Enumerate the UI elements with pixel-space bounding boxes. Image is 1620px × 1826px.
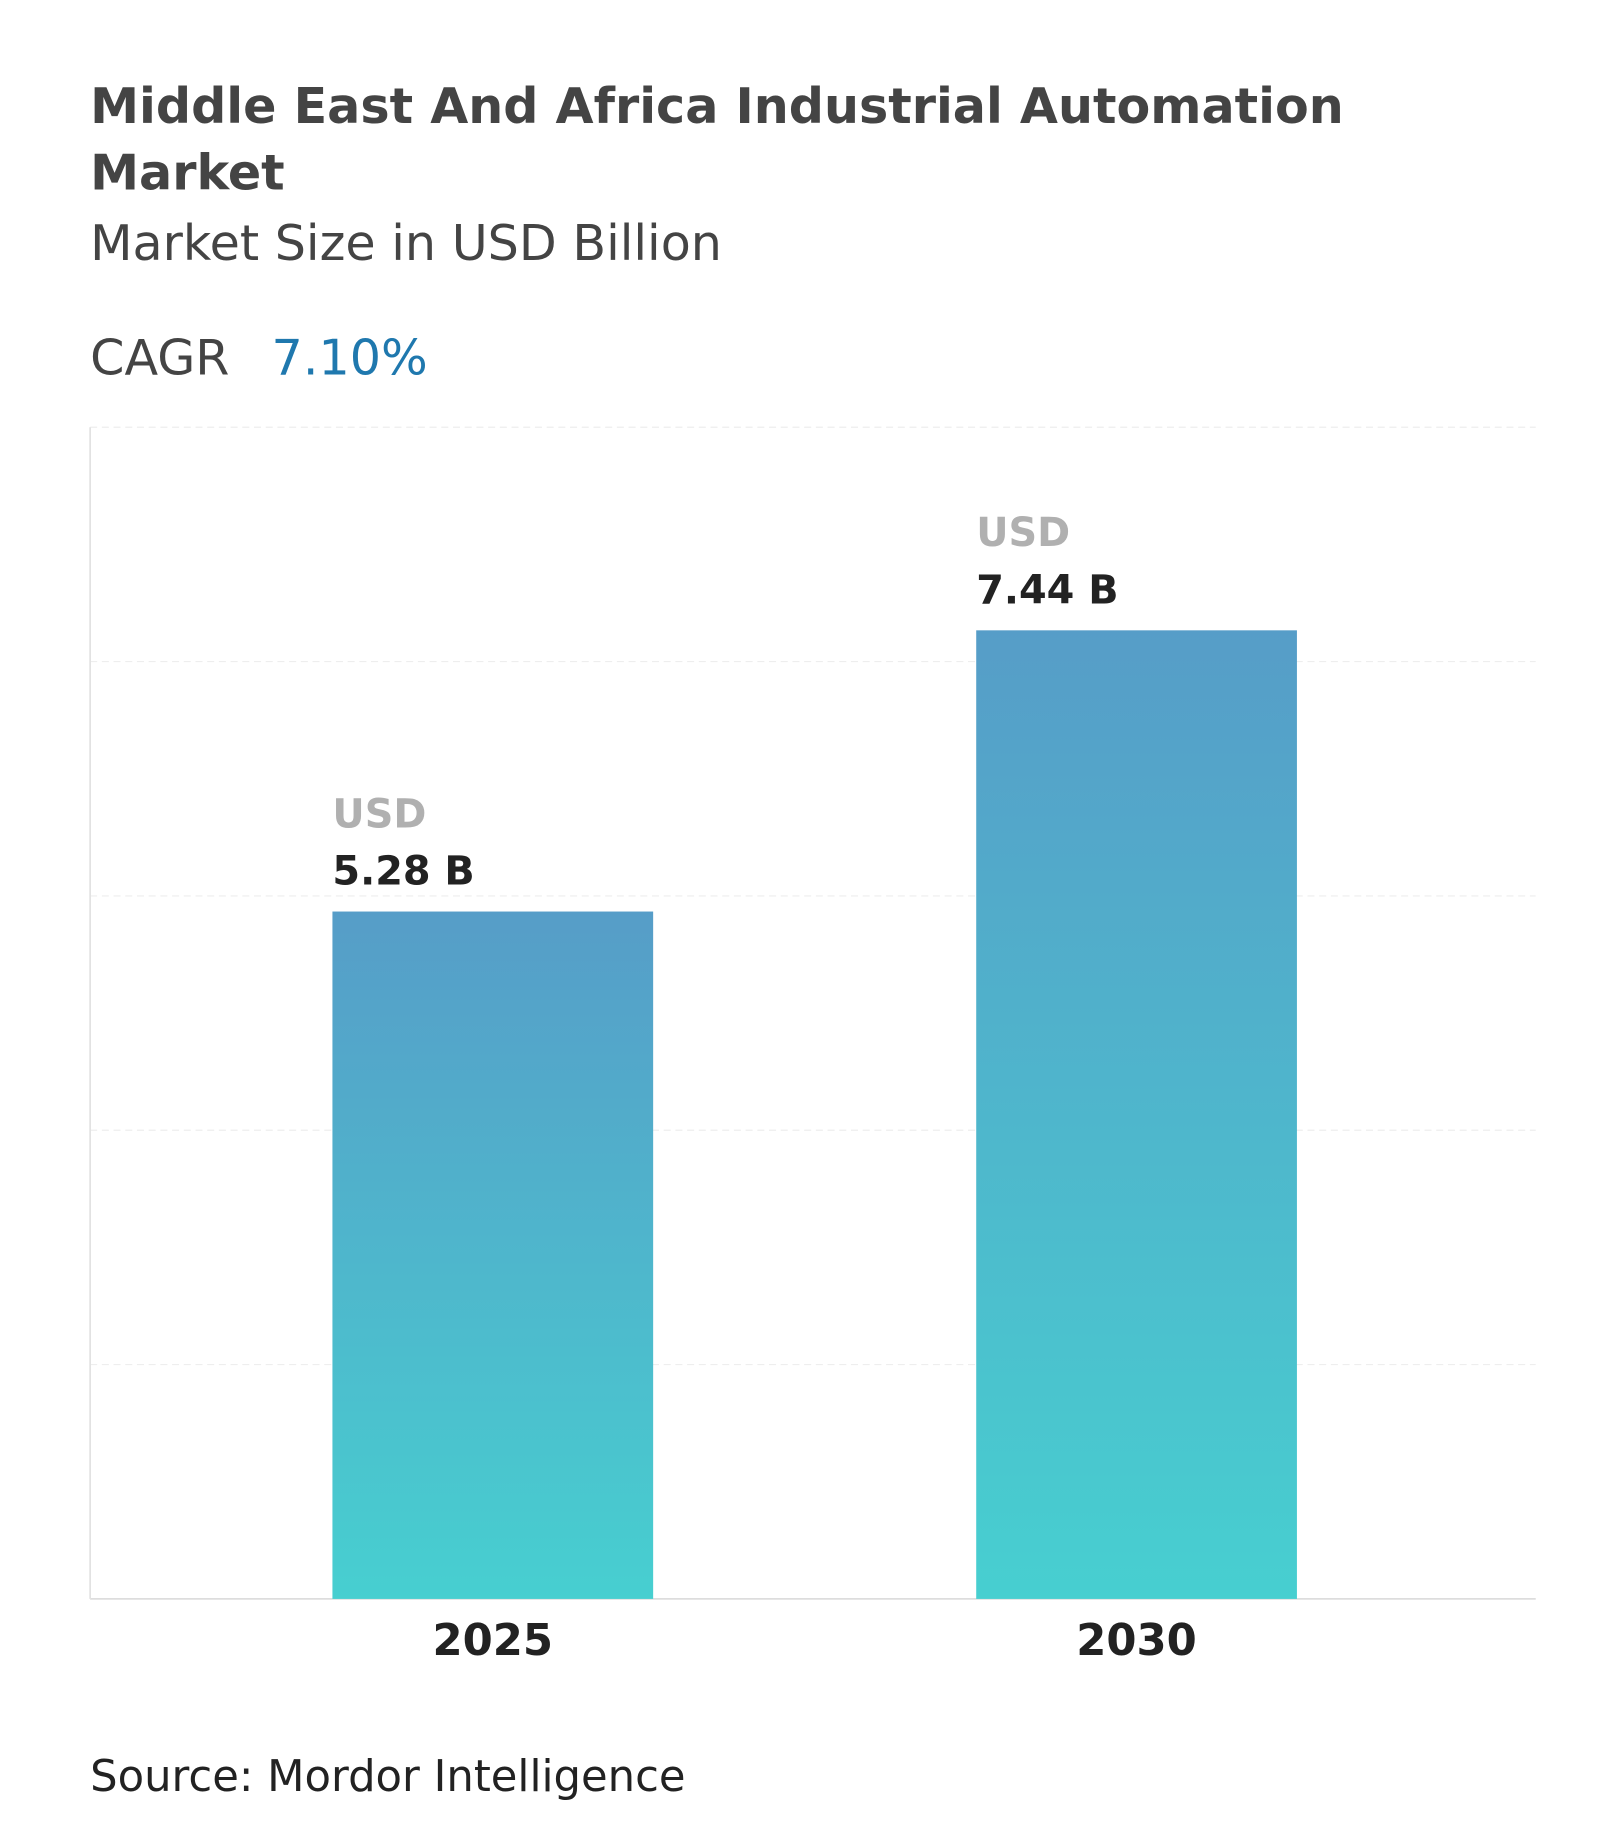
value-label-unit: USD <box>332 791 426 837</box>
bar <box>976 630 1297 1599</box>
cagr-value: 7.10% <box>272 329 428 387</box>
bar <box>332 911 654 1599</box>
x-tick-label: 2030 <box>1076 1616 1197 1666</box>
chart-subtitle: Market Size in USD Billion <box>90 214 722 272</box>
x-tick-label: 2025 <box>433 1616 554 1666</box>
value-label: 7.44 B <box>976 567 1118 613</box>
source: Source: Mordor Intelligence <box>90 1752 685 1802</box>
cagr-label: CAGR <box>90 329 229 387</box>
value-label: 5.28 B <box>332 849 474 895</box>
value-label-unit: USD <box>976 510 1070 556</box>
chart-title: Market <box>90 144 285 202</box>
chart-title: Middle East And Africa Industrial Automa… <box>90 77 1344 135</box>
